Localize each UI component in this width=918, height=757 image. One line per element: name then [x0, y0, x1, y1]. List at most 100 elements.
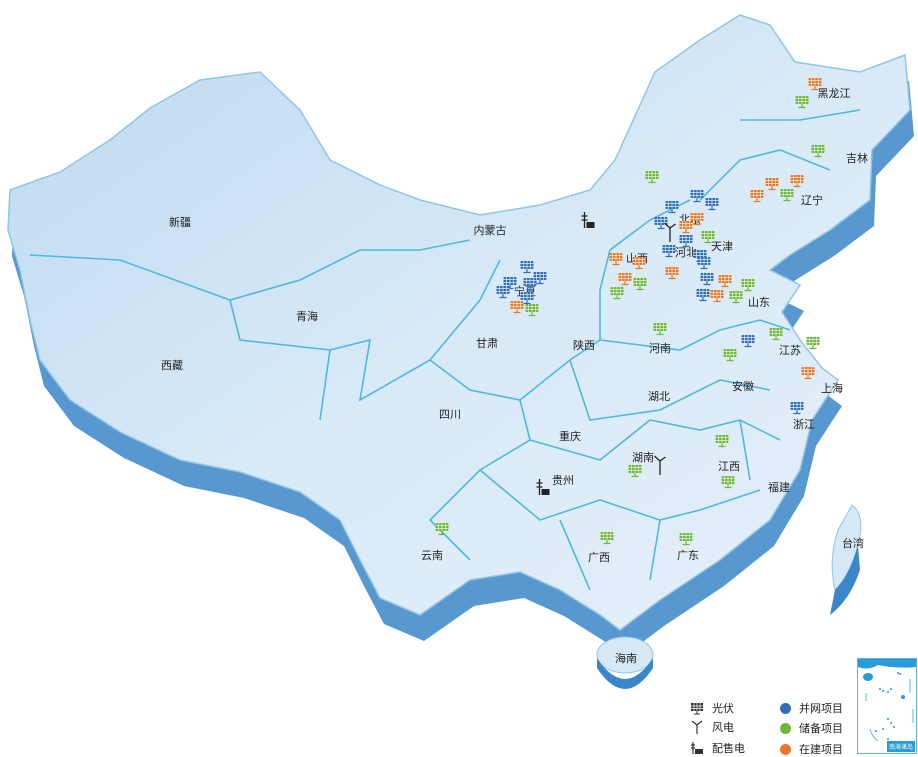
province-label: 广东 — [677, 549, 699, 562]
solar-marker-building[interactable] — [790, 173, 805, 188]
province-label: 陕西 — [573, 339, 595, 352]
solar-panel-icon — [808, 78, 822, 91]
inset-map — [858, 659, 916, 742]
substation-marker[interactable] — [581, 211, 596, 229]
hainan-extrusion — [597, 658, 653, 689]
solar-marker-building[interactable] — [710, 288, 725, 303]
solar-panel-icon — [633, 278, 647, 291]
solar-marker-reserve[interactable] — [715, 433, 730, 448]
solar-panel-icon — [697, 257, 711, 270]
solar-marker-building[interactable] — [632, 255, 647, 270]
province-label: 辽宁 — [801, 194, 823, 207]
province-label: 海南 — [615, 652, 637, 665]
solar-panel-icon — [705, 198, 719, 211]
solar-marker-reserve[interactable] — [610, 285, 625, 300]
solar-panel-icon — [723, 349, 737, 362]
solar-marker-reserve[interactable] — [525, 302, 540, 317]
solar-panel-icon — [435, 523, 449, 536]
solar-marker-grid[interactable] — [523, 276, 538, 291]
solar-marker-reserve[interactable] — [769, 326, 784, 341]
wind-turbine-icon — [664, 222, 676, 242]
solar-marker-reserve[interactable] — [795, 94, 810, 109]
legend-building: 在建项目 — [780, 741, 843, 757]
solar-panel-icon — [741, 279, 755, 292]
solar-marker-reserve[interactable] — [729, 289, 744, 304]
solar-marker-building[interactable] — [510, 299, 525, 314]
solar-panel-icon — [520, 292, 534, 305]
solar-marker-grid[interactable] — [654, 215, 669, 230]
solar-marker-reserve[interactable] — [633, 276, 648, 291]
solar-panel-icon — [665, 267, 679, 280]
solar-marker-building[interactable] — [609, 251, 624, 266]
solar-marker-grid[interactable] — [520, 259, 535, 274]
solar-panel-icon — [780, 189, 794, 202]
solar-panel-icon — [715, 435, 729, 448]
inset-title: 南海诸岛 — [886, 741, 915, 752]
solar-marker-reserve[interactable] — [811, 143, 826, 158]
solar-marker-grid[interactable] — [700, 271, 715, 286]
solar-marker-reserve[interactable] — [723, 347, 738, 362]
substation-marker[interactable] — [536, 478, 551, 496]
solar-marker-grid[interactable] — [520, 290, 535, 305]
solar-marker-reserve[interactable] — [628, 463, 643, 478]
province-label: 新疆 — [169, 216, 191, 229]
solar-panel-icon — [806, 337, 820, 350]
solar-marker-building[interactable] — [808, 76, 823, 91]
solar-panel-icon — [679, 221, 693, 234]
province-label: 贵州 — [552, 474, 574, 487]
solar-marker-reserve[interactable] — [645, 169, 660, 184]
solar-marker-grid[interactable] — [790, 400, 805, 415]
solar-marker-grid[interactable] — [662, 243, 677, 258]
solar-marker-grid[interactable] — [697, 255, 712, 270]
solar-marker-grid[interactable] — [690, 188, 705, 203]
province-label: 上海 — [821, 382, 843, 395]
solar-marker-grid[interactable] — [496, 284, 511, 299]
solar-marker-reserve[interactable] — [653, 321, 668, 336]
solar-marker-building[interactable] — [665, 265, 680, 280]
solar-marker-grid[interactable] — [705, 196, 720, 211]
province-label: 湖北 — [648, 390, 670, 403]
china-outline — [7, 14, 911, 631]
status-dot — [780, 743, 791, 755]
solar-marker-grid[interactable] — [696, 287, 711, 302]
province-label: 黑龙江 — [817, 87, 851, 100]
wind-turbine-icon — [654, 455, 666, 475]
solar-marker-reserve[interactable] — [435, 521, 450, 536]
solar-marker-grid[interactable] — [741, 333, 756, 348]
solar-marker-reserve[interactable] — [600, 530, 615, 545]
solar-marker-building[interactable] — [750, 188, 765, 203]
solar-panel-icon — [710, 290, 724, 303]
legend-substation: 配售电 — [690, 740, 745, 756]
solar-marker-grid[interactable] — [665, 199, 680, 214]
solar-panel-icon — [801, 367, 815, 380]
taiwan-extrusion — [830, 545, 860, 615]
solar-marker-reserve[interactable] — [741, 277, 756, 292]
province-label: 江苏 — [779, 344, 801, 357]
solar-marker-reserve[interactable] — [721, 474, 736, 489]
solar-panel-icon — [496, 286, 510, 299]
solar-marker-grid[interactable] — [533, 270, 548, 285]
solar-marker-reserve[interactable] — [701, 229, 716, 244]
legend-reserve: 储备项目 — [780, 720, 843, 736]
solar-panel-icon — [600, 532, 614, 545]
solar-marker-reserve[interactable] — [806, 335, 821, 350]
solar-marker-building[interactable] — [718, 273, 733, 288]
solar-marker-reserve[interactable] — [780, 187, 795, 202]
solar-marker-grid[interactable] — [679, 233, 694, 248]
solar-marker-building[interactable] — [618, 271, 633, 286]
wind-marker[interactable] — [653, 455, 668, 475]
solar-panel-icon — [765, 178, 779, 191]
solar-panel-icon — [696, 289, 710, 302]
province-label: 浙江 — [793, 418, 815, 431]
solar-marker-building[interactable] — [690, 211, 705, 226]
province-label: 四川 — [439, 408, 461, 421]
solar-marker-reserve[interactable] — [679, 531, 694, 546]
solar-marker-building[interactable] — [765, 176, 780, 191]
province-label: 台湾 — [842, 537, 864, 550]
solar-marker-building[interactable] — [801, 365, 816, 380]
province-label: 重庆 — [559, 430, 581, 443]
solar-marker-building[interactable] — [679, 219, 694, 234]
solar-panel-icon — [718, 275, 732, 288]
wind-marker[interactable] — [663, 222, 678, 242]
